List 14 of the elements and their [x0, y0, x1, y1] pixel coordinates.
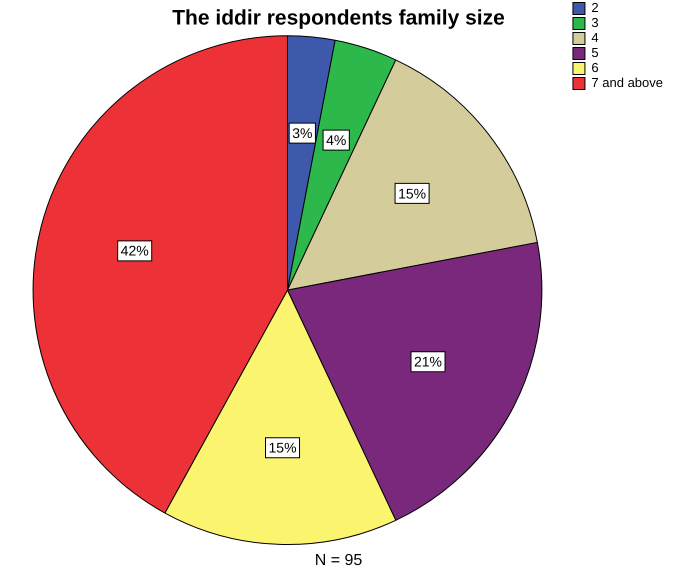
data-label: 4% — [326, 132, 346, 148]
legend-label: 2 — [591, 0, 599, 16]
data-label: 21% — [414, 354, 442, 370]
data-label: 15% — [398, 185, 426, 202]
legend-label: 7 and above — [591, 75, 664, 90]
data-label: 42% — [120, 242, 149, 259]
data-label: 3% — [292, 124, 312, 141]
legend-label: 3 — [591, 15, 599, 30]
chart-title: The iddir respondents family size — [172, 6, 505, 30]
legend-label: 5 — [591, 45, 599, 60]
text: N = 95 — [314, 552, 362, 569]
legend-label: 6 — [591, 60, 599, 76]
data-label: 15% — [268, 440, 297, 456]
legend-label: 4 — [591, 30, 599, 46]
